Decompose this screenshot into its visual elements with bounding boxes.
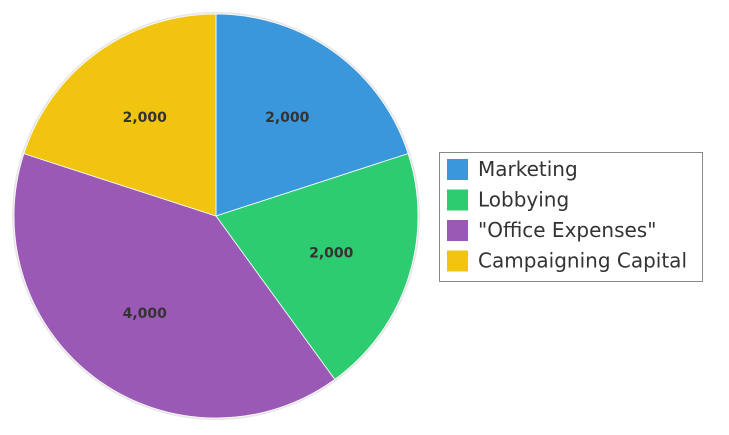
legend-swatch-office-expenses [447,220,468,241]
legend-item-office-expenses[interactable]: "Office Expenses" [447,218,656,242]
data-label-lobbying: 2,000 [309,245,354,261]
data-label-campaigning-capital: 2,000 [123,110,168,126]
legend-items: Marketing Lobbying "Office Expenses" Campai… [447,157,687,273]
legend-swatch-campaigning-capital [447,250,468,272]
data-label-office-expenses: 4,000 [123,306,168,322]
legend: Marketing Lobbying "Office Expenses" Campai… [439,152,703,282]
legend-item-campaigning-capital[interactable]: Campaigning Capital [447,249,687,273]
pie-slice-marketing [215,13,409,217]
pie-slice-lobbying [215,153,419,380]
pie-slices [13,13,419,419]
legend-swatch-marketing [447,159,468,180]
legend-box [439,152,703,282]
legend-item-lobbying[interactable]: Lobbying [447,188,569,212]
pie-slice-campaigning-capital [23,13,217,217]
legend-swatch-lobbying [447,189,468,211]
pie-outline [12,12,420,420]
legend-label-lobbying: Lobbying [478,188,569,212]
legend-label-marketing: Marketing [478,157,578,181]
legend-item-marketing[interactable]: Marketing [447,157,578,181]
legend-label-office-expenses: "Office Expenses" [478,218,656,242]
legend-label-campaigning-capital: Campaigning Capital [478,249,687,273]
slice-labels: 2,000 2,000 4,000 2,000 [123,110,354,322]
pie-slice-office-expenses [13,153,336,419]
data-label-marketing: 2,000 [265,110,310,126]
